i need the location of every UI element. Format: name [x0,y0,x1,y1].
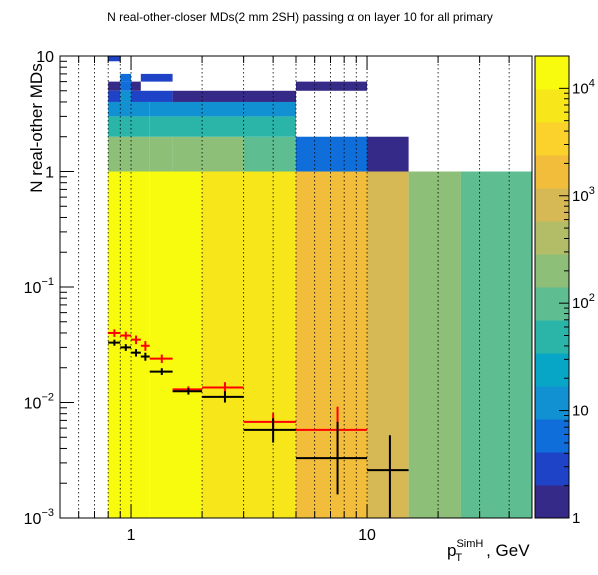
heatmap-cell [367,136,409,172]
data-point [108,339,121,346]
y-tick-label: 1 [45,165,54,182]
heatmap-cell [149,101,296,117]
data-point [149,354,173,363]
data-point [172,388,203,395]
heatmap [108,56,532,518]
heatmap-cell [172,136,203,172]
data-point [202,391,244,403]
data-point [296,421,368,495]
y-axis-label: N real-other MDs [27,63,46,192]
x-tick-label: 1 [127,527,136,544]
axes: 1 10 10 1 10−1 10−2 10−3 [24,49,510,544]
color-bar-label: 103 [572,185,595,205]
y-tick-label: 10−2 [24,392,54,413]
data-point [131,349,141,357]
heatmap-cell [108,101,150,117]
heatmap-cell [140,73,173,82]
color-bar-band [535,353,569,387]
data-point [140,341,150,351]
heatmap-cell [460,171,532,518]
data-point [367,435,409,518]
color-bar-band [535,320,569,354]
data-point [108,329,121,337]
x-tick-label: 10 [358,527,376,544]
heatmap-cell [202,136,244,172]
heatmap-cell [108,90,121,102]
chart-title: N real-other-closer MDs(2 mm 2SH) passin… [107,10,493,24]
color-bar-label: 10 [572,403,589,420]
data-point [140,352,150,361]
x-grid [78,56,510,518]
y-tick-label: 10 [36,49,54,66]
heatmap-cell [243,171,296,518]
color-bar-label: 102 [572,292,595,312]
heatmap-cell [149,171,203,518]
heatmap-cell [120,81,132,91]
heatmap-cell [243,136,296,172]
y-tick-label: 10−3 [24,507,54,528]
heatmap-cell [108,136,150,172]
heatmap-cell [367,171,409,518]
color-bar-band [535,122,569,156]
color-scale: 1 10 102 103 104 [534,55,595,527]
color-bar-band [535,485,569,519]
heatmap-cell [149,136,173,172]
y-tick-label: 10−1 [24,276,54,297]
data-series [108,329,409,518]
color-bar-band [535,155,569,189]
color-bar-band [535,56,569,90]
color-bar-band [535,452,569,486]
heatmap-cell [131,90,173,102]
x-axis-label: pSimH T, GeV [447,538,530,564]
data-point [243,418,296,443]
data-point [131,335,141,345]
series-1 [108,339,409,518]
color-bar-band [535,287,569,321]
color-bar-band [535,221,569,255]
color-bar-label: 1 [572,510,580,527]
data-point [149,368,173,376]
heatmap-cell [131,81,141,91]
data-point [202,382,244,393]
heatmap-cell [108,116,150,137]
color-bar-band [535,419,569,453]
color-bar-band [535,89,569,123]
heatmap-cell [120,73,132,82]
series-0 [108,329,368,456]
heatmap-cell [202,171,244,518]
color-bar-band [535,254,569,288]
heatmap-cell [120,90,132,102]
heatmap-cell [149,116,296,137]
color-bar-frame [534,55,570,519]
color-bar-band [535,386,569,420]
heatmap-cell [172,90,296,102]
color-bar-label: 104 [572,77,595,97]
heatmap-cell [296,171,368,518]
heatmap-cell [408,171,461,518]
data-point [120,331,132,340]
color-bar-band [535,188,569,222]
data-point [120,344,132,351]
heatmap-cell [296,81,368,91]
heatmap-cell [296,136,368,172]
heatmap-cell [108,81,121,91]
heatmap-cell [108,56,121,62]
